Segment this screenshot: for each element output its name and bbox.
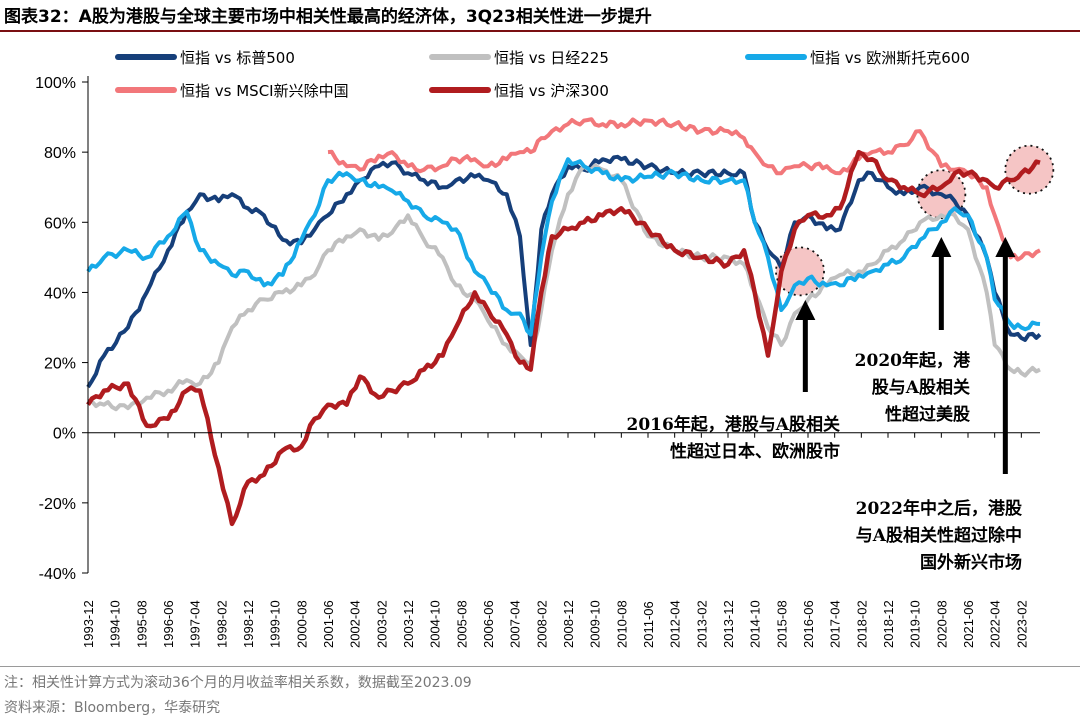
y-tick-label: 100% (35, 75, 76, 92)
annotation-circles (775, 144, 1055, 297)
y-tick-label: -40% (39, 566, 76, 583)
line-chart: -40% -20% 0% 20% 40% 60% 80% 100% 1993-12 1994-10… (35, 49, 1055, 648)
x-tick-label: 2013-12 (721, 600, 736, 648)
arrow-head-a2016 (795, 300, 816, 320)
x-tick-label: 2009-10 (588, 600, 603, 648)
series-line-3 (86, 157, 1041, 337)
x-tick-label: 2003-12 (401, 600, 416, 648)
x-tick-label: 2021-06 (961, 600, 976, 648)
x-tick-label: 2000-08 (294, 600, 309, 648)
x-tick-label: 1998-12 (241, 600, 256, 648)
x-tick-label: 2003-02 (374, 600, 389, 648)
legend-label-4: 恒指 vs MSCI新兴除中国 (180, 82, 349, 100)
series-line-4 (327, 117, 1041, 262)
x-tick-label: 2013-02 (694, 600, 709, 648)
series-line-2 (87, 163, 1041, 412)
annotation-text-a2016: 2016年起，港股与A股相关 (626, 414, 840, 435)
x-tick-label: 2011-06 (641, 601, 656, 648)
x-tick-label: 1998-02 (214, 600, 229, 648)
y-tick-label: -20% (39, 496, 76, 513)
x-tick-label: 2017-04 (828, 600, 843, 648)
x-tick-label: 2018-02 (854, 600, 869, 648)
legend-label-1: 恒指 vs 标普500 (180, 49, 295, 67)
x-tick-label: 1993-12 (81, 600, 96, 648)
footnote: 注：相关性计算方式为滚动36个月的月收益率相关系数，数据截至2023.09 (4, 675, 472, 691)
series-line-5 (86, 149, 1041, 527)
arrow-head-a2022 (995, 237, 1016, 257)
x-tick-label: 2004-10 (428, 600, 443, 648)
series-line-1 (86, 154, 1042, 389)
x-tick-label: 2001-06 (321, 600, 336, 648)
y-tick-label: 80% (44, 145, 76, 162)
x-tick-label: 2012-04 (668, 600, 683, 648)
y-tick-label: 20% (44, 356, 76, 373)
annotation-text-a2022: 与A股相关性超过除中 (856, 525, 1022, 546)
x-tick-label: 2006-06 (481, 600, 496, 648)
title-divider (0, 30, 1080, 32)
annotation-text-a2022: 2022年中之后，港股 (856, 498, 1022, 519)
footer-divider (0, 666, 1080, 667)
x-tick-label: 2008-12 (561, 600, 576, 648)
annotation-text-a2020: 股与A股相关 (872, 377, 970, 398)
x-tick-label: 2008-02 (534, 600, 549, 648)
x-tick-label: 2002-04 (348, 600, 363, 648)
x-tick-label: 2007-04 (508, 600, 523, 648)
highlight-circle-a2016 (775, 246, 825, 297)
x-tick-label: 2023-02 (1014, 600, 1029, 648)
source-note: 资料来源：Bloomberg，华泰研究 (4, 700, 221, 716)
y-tick-label: 60% (44, 215, 76, 232)
annotation-text-a2016: 性超过日本、欧洲股市 (670, 441, 840, 462)
annotation-text-a2022: 国外新兴市场 (920, 552, 1022, 573)
annotation-text-a2020: 性超过美股 (885, 404, 970, 425)
x-tick-label: 2015-08 (774, 600, 789, 648)
legend: 恒指 vs 标普500 恒指 vs 日经225 恒指 vs 欧洲斯托克600 恒指 v… (115, 49, 970, 100)
series-layer (86, 117, 1042, 527)
x-tick-label: 2010-08 (614, 600, 629, 648)
annotation-text-a2020: 2020年起，港 (855, 350, 971, 371)
x-tick-label: 2014-10 (748, 600, 763, 648)
x-tick-label: 1994-10 (108, 600, 123, 648)
chart-title: 图表32：A股为港股与全球主要市场中相关性最高的经济体，3Q23相关性进一步提升 (4, 7, 652, 27)
axes: -40% -20% 0% 20% 40% 60% 80% 100% 1993-12 1994-10… (35, 75, 1040, 648)
arrow-head-a2020 (931, 237, 952, 257)
x-tick-label: 2018-12 (881, 600, 896, 648)
x-tick-label: 2022-04 (988, 600, 1003, 648)
x-tick-label: 2020-08 (934, 600, 949, 648)
x-tick-label: 1999-10 (268, 600, 283, 648)
legend-label-5: 恒指 vs 沪深300 (494, 82, 609, 100)
x-tick-label: 2016-06 (801, 600, 816, 648)
x-tick-label: 2005-08 (454, 600, 469, 648)
x-tick-label: 1996-06 (161, 600, 176, 648)
legend-label-3: 恒指 vs 欧洲斯托克600 (810, 49, 970, 67)
y-tick-label: 40% (44, 285, 76, 302)
x-tick-label: 1995-08 (134, 600, 149, 648)
legend-label-2: 恒指 vs 日经225 (494, 49, 609, 67)
y-tick-label: 0% (53, 426, 76, 443)
x-tick-label: 1997-04 (188, 600, 203, 648)
x-tick-label: 2019-10 (908, 600, 923, 648)
